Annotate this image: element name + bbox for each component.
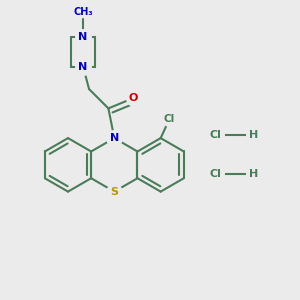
Text: H: H — [249, 130, 259, 140]
Text: S: S — [110, 187, 118, 196]
Text: Cl: Cl — [164, 114, 175, 124]
Text: N: N — [79, 32, 88, 42]
Text: Cl: Cl — [209, 169, 221, 179]
Text: CH₃: CH₃ — [73, 7, 93, 17]
Text: H: H — [249, 169, 259, 179]
Text: O: O — [129, 93, 138, 103]
Text: N: N — [110, 133, 119, 143]
Text: N: N — [79, 62, 88, 72]
Text: Cl: Cl — [209, 130, 221, 140]
